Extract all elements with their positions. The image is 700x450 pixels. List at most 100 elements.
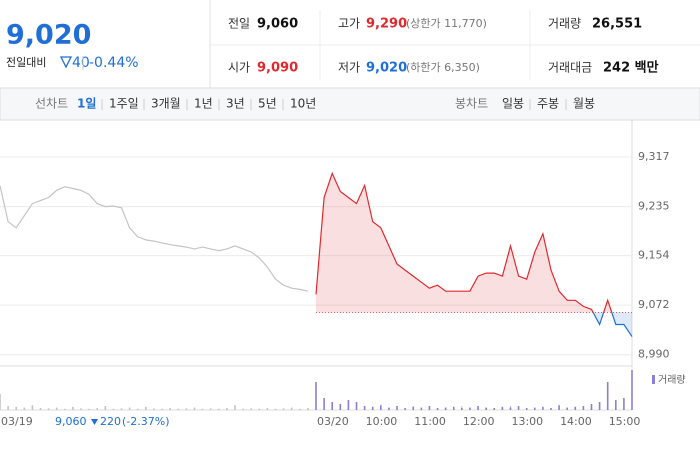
- volume-bar: [501, 406, 504, 410]
- stat-note: (상한가 11,770): [406, 17, 487, 30]
- volume-bar: [298, 408, 301, 410]
- stat-label: 시가: [228, 61, 250, 75]
- volume-bar: [477, 406, 479, 410]
- volume-bar: [452, 406, 455, 410]
- tab[interactable]: 5년: [258, 97, 277, 111]
- volume-bar: [404, 408, 406, 410]
- volume-bar: [542, 406, 544, 410]
- volume-bar: [0, 394, 1, 410]
- tab[interactable]: 월봉: [573, 97, 595, 111]
- legend-swatch: [652, 375, 655, 384]
- volume-bar: [444, 407, 447, 410]
- volume-bar: [64, 408, 66, 410]
- x-tick-label: 10:00: [366, 415, 398, 428]
- stat-label: 저가: [338, 61, 360, 75]
- tab[interactable]: 주봉: [537, 97, 559, 111]
- volume-bar: [558, 405, 560, 410]
- volume-bar: [533, 407, 536, 410]
- volume-bar: [15, 406, 18, 410]
- volume-bar: [380, 405, 382, 410]
- volume-bar: [461, 408, 463, 410]
- volume-bar: [217, 408, 220, 410]
- y-tick-label: 9,317: [638, 150, 670, 163]
- volume-bar: [201, 408, 204, 410]
- volume-bar: [209, 408, 212, 410]
- volume-bar: [331, 402, 334, 410]
- down-icon: [59, 56, 73, 69]
- y-tick-label: 9,072: [638, 298, 670, 311]
- volume-bar: [469, 407, 471, 410]
- down-icon: [91, 419, 98, 425]
- volume-bar: [282, 408, 285, 410]
- x-tick-label: 13:00: [511, 415, 543, 428]
- volume-bar: [226, 408, 228, 410]
- volume-bar: [412, 406, 415, 410]
- volume-bar: [72, 406, 74, 410]
- volume-bar: [185, 408, 188, 410]
- volume-bar: [136, 408, 139, 410]
- volume-bar: [23, 407, 26, 410]
- volume-bar: [104, 406, 107, 410]
- volume-bar: [347, 400, 350, 410]
- volume-bar: [145, 406, 147, 410]
- tab-group-label: 봉차트: [455, 97, 488, 111]
- volume-bar: [242, 408, 244, 410]
- volume-bar: [128, 407, 131, 410]
- price: 9,020: [6, 20, 91, 51]
- volume-bar: [517, 406, 520, 410]
- tab[interactable]: 1년: [194, 97, 213, 111]
- volume-bar: [169, 408, 171, 410]
- volume-bar: [266, 408, 269, 410]
- volume-bar: [120, 408, 123, 410]
- price-area: [316, 173, 632, 337]
- volume-bar: [153, 408, 155, 410]
- volume-bar: [436, 408, 439, 410]
- volume-bar: [39, 408, 42, 410]
- stat-label: 거래대금: [548, 61, 592, 75]
- volume-bar: [31, 405, 34, 410]
- volume-bar: [274, 408, 277, 410]
- stat-label: 고가: [338, 17, 360, 31]
- stat-value: 9,290: [366, 17, 407, 32]
- tab[interactable]: 3년: [226, 97, 245, 111]
- volume-bar: [485, 407, 487, 410]
- volume-bar: [193, 407, 196, 410]
- volume-bar: [177, 408, 180, 410]
- stat-value: 9,020: [366, 61, 407, 76]
- volume-bar: [96, 408, 99, 410]
- tab[interactable]: 1일: [77, 97, 96, 111]
- x-tick-label: 03/19: [1, 415, 33, 428]
- volume-bar: [80, 408, 82, 410]
- tab-group-label: 선차트: [35, 97, 68, 111]
- tab[interactable]: 일봉: [502, 97, 524, 111]
- y-tick-label: 9,154: [638, 249, 670, 262]
- tab[interactable]: 1주일: [109, 97, 139, 111]
- volume-bar: [420, 407, 423, 410]
- volume-bar: [388, 407, 390, 410]
- tab[interactable]: 3개월: [151, 97, 181, 111]
- y-tick-label: 8,990: [638, 348, 670, 361]
- stat-value: 26,551: [592, 17, 642, 32]
- volume-bar: [161, 408, 163, 410]
- volume-bar: [363, 406, 366, 410]
- x-tick-label: 14:00: [560, 415, 592, 428]
- volume-bar: [371, 406, 374, 410]
- x-tick-label: 12:00: [463, 415, 495, 428]
- volume-bar: [525, 408, 528, 410]
- volume-bar: [258, 408, 261, 410]
- x-tick-label: 03/20: [317, 415, 349, 428]
- volume-bar: [323, 398, 325, 410]
- volume-bar: [47, 408, 50, 410]
- change-rate: -0.44%: [89, 55, 139, 71]
- legend-label: 거래량: [658, 374, 686, 386]
- stat-value: 9,060: [257, 17, 298, 32]
- volume-bar: [582, 406, 585, 410]
- volume-bar: [234, 405, 236, 410]
- volume-bar: [355, 402, 358, 410]
- volume-bar: [307, 408, 309, 410]
- x-tick-label: 15:00: [609, 415, 641, 428]
- tab[interactable]: 10년: [290, 97, 316, 111]
- tab-bar: [0, 87, 700, 121]
- stat-value: 9,090: [257, 61, 298, 76]
- volume-bar: [55, 407, 58, 410]
